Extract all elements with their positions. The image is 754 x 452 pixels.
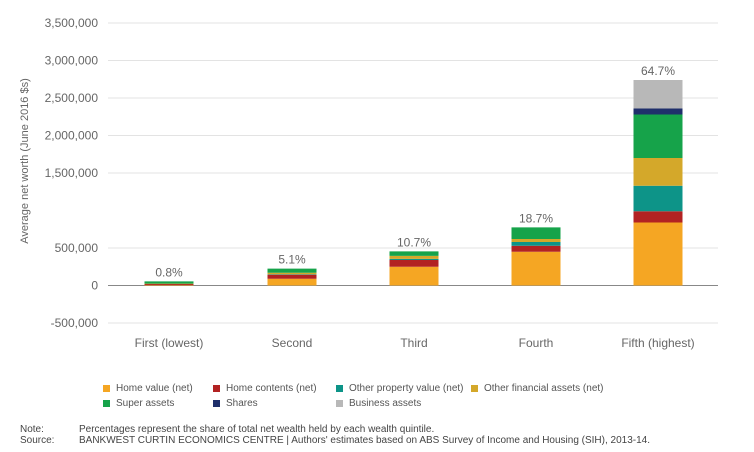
bar-segment — [511, 227, 561, 239]
bars — [144, 80, 683, 286]
bar-segment — [633, 108, 683, 115]
notes: Note: Percentages represent the share of… — [20, 424, 650, 446]
bar-segment — [144, 281, 194, 284]
legend-item: Other property value (net) — [336, 382, 471, 395]
legend-swatch — [336, 385, 343, 392]
y-tick-label: -500,000 — [51, 316, 99, 330]
legend-label: Other financial assets (net) — [484, 383, 604, 394]
bar-segment — [144, 285, 194, 286]
share-label: 10.7% — [397, 235, 431, 249]
bar-segment — [633, 211, 683, 223]
source-key: Source: — [20, 435, 55, 446]
bar-segment — [144, 284, 194, 286]
x-axis-labels: First (lowest) Second Third Fourth Fifth (hi… — [135, 336, 695, 350]
bar-segment — [389, 260, 439, 267]
bar-segment — [267, 278, 317, 286]
y-tick-label: 3,500,000 — [45, 16, 99, 30]
legend-item: Home value (net) — [103, 382, 213, 395]
share-label: 0.8% — [155, 265, 183, 279]
share-label: 18.7% — [519, 211, 553, 225]
bar-segment — [633, 80, 683, 109]
bar-segment — [389, 266, 439, 286]
y-axis-ticks: -500,000 0 500,000 1,500,000 2,000,000 2,500,… — [45, 16, 99, 330]
y-tick-label: 500,000 — [55, 241, 99, 255]
legend-item: Other financial assets (net) — [471, 382, 641, 395]
legend-label: Super assets — [116, 398, 175, 409]
share-labels: 0.8% 5.1% 10.7% 18.7% 64.7% — [155, 64, 675, 279]
bar-segment — [511, 251, 561, 286]
source-text: BANKWEST CURTIN ECONOMICS CENTRE | Autho… — [79, 435, 651, 446]
legend-item: Business assets — [336, 397, 471, 410]
legend-label: Shares — [226, 398, 258, 409]
note-key: Note: — [20, 424, 44, 435]
legend-swatch — [336, 400, 343, 407]
legend-item: Super assets — [103, 397, 213, 410]
legend-label: Home contents (net) — [226, 383, 317, 394]
note-row: Note: Percentages represent the share of… — [20, 424, 650, 435]
share-label: 5.1% — [278, 253, 306, 267]
y-tick-label: 2,500,000 — [45, 91, 99, 105]
legend-label: Home value (net) — [116, 383, 193, 394]
y-tick-label: 1,500,000 — [45, 166, 99, 180]
bar-segment — [389, 255, 439, 259]
x-tick-label: Fourth — [519, 336, 554, 350]
x-tick-label: Second — [272, 336, 313, 350]
bar-segment — [633, 114, 683, 158]
note-text: Percentages represent the share of total… — [79, 424, 435, 435]
bar-segment — [511, 242, 561, 246]
y-tick-label: 0 — [91, 279, 98, 293]
bar-segment — [633, 222, 683, 286]
source-row: Source: BANKWEST CURTIN ECONOMICS CENTRE… — [20, 435, 650, 446]
legend-item: Home contents (net) — [213, 382, 336, 395]
legend-swatch — [213, 385, 220, 392]
share-label: 64.7% — [641, 64, 675, 78]
bar-segment — [389, 258, 439, 260]
legend-swatch — [213, 400, 220, 407]
bar-segment — [144, 283, 194, 285]
legend: Home value (net) Home contents (net) Other… — [103, 382, 663, 410]
bar-segment — [267, 268, 317, 273]
legend-swatch — [103, 400, 110, 407]
chart: -500,000 0 500,000 1,500,000 2,000,000 2,500,… — [19, 16, 718, 350]
bar-segment — [389, 251, 439, 256]
legend-label: Business assets — [349, 398, 422, 409]
bar-segment — [267, 274, 317, 279]
bar-segment — [633, 158, 683, 186]
y-tick-label: 3,000,000 — [45, 54, 99, 68]
x-tick-label: First (lowest) — [135, 336, 204, 350]
x-tick-label: Fifth (highest) — [621, 336, 694, 350]
bar-segment — [633, 185, 683, 212]
bar-segment — [267, 274, 317, 275]
legend-item: Shares — [213, 397, 336, 410]
legend-swatch — [471, 385, 478, 392]
legend-swatch — [103, 385, 110, 392]
legend-label: Other property value (net) — [349, 383, 464, 394]
bar-segment — [511, 245, 561, 252]
bar-segment — [267, 272, 317, 275]
x-tick-label: Third — [400, 336, 427, 350]
grid-lines — [108, 22, 718, 324]
y-tick-label: 2,000,000 — [45, 129, 99, 143]
bar-segment — [511, 239, 561, 242]
y-axis-label: Average net worth (June 2016 $s) — [19, 78, 31, 244]
